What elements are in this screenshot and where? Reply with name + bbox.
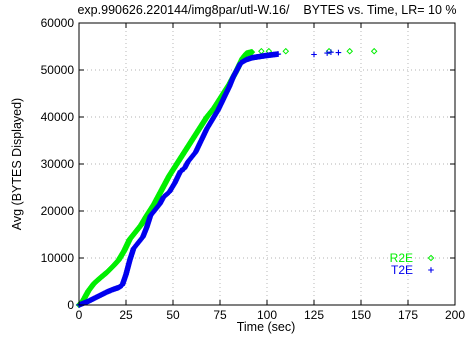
legend-label-t2e: T2E <box>391 263 413 277</box>
x-tick-label: 75 <box>213 308 227 322</box>
y-tick-label: 30000 <box>41 157 75 171</box>
axis-ticks: 0 25 50 75 100 125 150 175 200 0 10000 20000 30000 40… <box>41 16 466 322</box>
x-tick-label: 50 <box>166 308 180 322</box>
data-point <box>258 47 265 55</box>
x-tick-label: 175 <box>398 308 418 322</box>
data-point <box>282 47 290 55</box>
x-tick-label: 25 <box>119 308 133 322</box>
data-point <box>370 47 378 55</box>
y-tick-label: 40000 <box>41 110 75 124</box>
data-point <box>328 49 334 55</box>
y-tick-label: 20000 <box>41 204 75 218</box>
x-tick-label: 0 <box>76 308 83 322</box>
data-point <box>275 51 282 57</box>
x-tick-label: 200 <box>445 308 465 322</box>
x-tick-label: 125 <box>304 308 324 322</box>
y-tick-label: 10000 <box>41 251 75 265</box>
chart-title: exp.990626.220144/img8par/utl-W.16/ BYTE… <box>77 3 456 17</box>
legend-label-r2e: R2E <box>390 251 413 265</box>
data-points <box>75 47 378 309</box>
data-point <box>311 51 317 58</box>
x-axis-label: Time (sec) <box>237 320 296 334</box>
legend-marker-t2e <box>428 267 434 273</box>
y-tick-label: 50000 <box>41 63 75 77</box>
x-tick-label: 100 <box>257 308 277 322</box>
y-tick-label: 0 <box>67 298 74 312</box>
data-point <box>346 47 354 55</box>
data-point <box>248 48 256 56</box>
y-tick-label: 60000 <box>41 16 75 30</box>
legend-marker-r2e <box>427 254 435 262</box>
y-axis-label: Avg (BYTES Displayed) <box>10 98 24 230</box>
x-tick-label: 150 <box>351 308 371 322</box>
data-point <box>324 50 330 56</box>
series-t2e <box>76 49 342 308</box>
grid-lines <box>79 23 455 305</box>
data-point <box>335 49 342 56</box>
